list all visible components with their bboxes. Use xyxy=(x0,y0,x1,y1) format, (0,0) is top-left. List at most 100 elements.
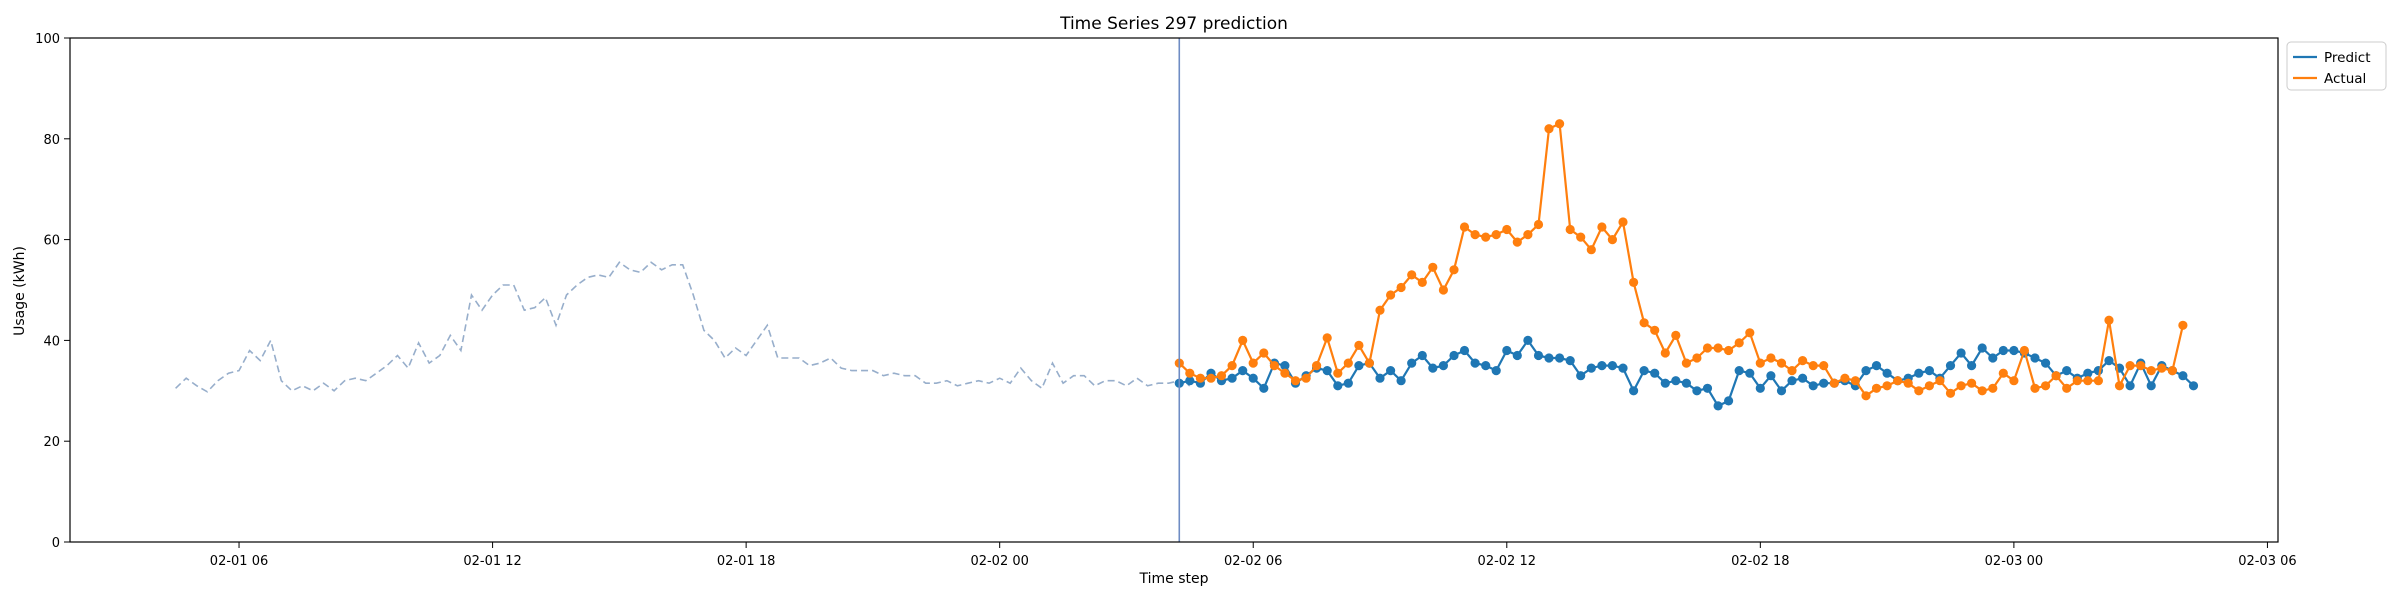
actual-point xyxy=(1861,391,1871,401)
predict-point xyxy=(1914,368,1924,378)
series-actual xyxy=(1174,119,2188,401)
actual-point xyxy=(1470,230,1480,240)
predict-point xyxy=(1861,366,1871,376)
predict-point xyxy=(1798,373,1808,383)
actual-point xyxy=(1322,333,1332,343)
predict-point xyxy=(1776,386,1787,396)
predict-point xyxy=(1945,361,1956,371)
actual-point xyxy=(1301,373,1311,383)
actual-point xyxy=(1565,224,1575,235)
actual-point xyxy=(1798,356,1808,366)
predict-point xyxy=(1808,381,1818,391)
actual-point xyxy=(1903,378,1913,388)
predict-point xyxy=(1343,378,1353,388)
actual-point xyxy=(1713,343,1723,353)
actual-point xyxy=(1977,386,1987,396)
legend: Predict Actual xyxy=(2286,41,2387,91)
actual-point xyxy=(1787,366,1797,376)
y-tick-label: 0 xyxy=(52,536,60,551)
predict-point xyxy=(1639,366,1649,376)
actual-point xyxy=(2051,371,2061,381)
predict-point xyxy=(1481,361,1491,371)
y-tick-label: 20 xyxy=(43,435,60,450)
actual-point xyxy=(1871,383,1882,393)
predict-point xyxy=(1988,353,1998,363)
history-layer xyxy=(175,261,1191,393)
actual-point xyxy=(1407,270,1417,280)
actual-point xyxy=(1692,353,1702,363)
x-tick-label: 02-02 06 xyxy=(1224,554,1282,569)
actual-point xyxy=(1438,285,1448,295)
predict-point xyxy=(2178,371,2188,381)
predict-point xyxy=(2146,381,2156,391)
actual-point xyxy=(1576,232,1586,242)
x-tick-label: 02-01 06 xyxy=(210,554,268,569)
actual-point xyxy=(1681,358,1691,368)
predict-point xyxy=(1470,358,1480,368)
predict-point xyxy=(1386,366,1396,376)
actual-point xyxy=(1269,361,1279,371)
chart-title: Time Series 297 prediction xyxy=(1059,14,1288,34)
actual-point xyxy=(2114,381,2125,391)
actual-point xyxy=(1988,383,1998,393)
actual-point xyxy=(1343,358,1353,368)
actual-point xyxy=(2062,383,2072,393)
y-tick-label: 60 xyxy=(43,234,60,249)
predict-point xyxy=(1650,368,1660,378)
actual-point xyxy=(1840,373,1850,383)
predict-point xyxy=(1449,350,1459,361)
actual-point xyxy=(1459,222,1470,232)
actual-point xyxy=(1671,330,1681,340)
actual-point xyxy=(1607,235,1617,245)
y-tick-label: 80 xyxy=(43,133,60,148)
actual-point xyxy=(2167,366,2177,376)
actual-point xyxy=(1523,230,1533,240)
actual-point xyxy=(1364,358,1374,368)
actual-point xyxy=(1449,265,1459,275)
actual-point xyxy=(1280,368,1290,378)
predict-point xyxy=(1512,350,1522,361)
predict-point xyxy=(1819,378,1829,388)
actual-point xyxy=(1650,325,1660,335)
actual-point xyxy=(1555,119,1565,129)
predict-point xyxy=(1396,376,1406,386)
predict-point xyxy=(1438,361,1448,371)
actual-point xyxy=(1417,277,1427,287)
x-tick-label: 02-01 12 xyxy=(463,554,521,569)
actual-point xyxy=(1544,124,1554,134)
actual-point xyxy=(1724,345,1734,356)
legend-label-actual: Actual xyxy=(2324,71,2366,87)
actual-point xyxy=(1354,340,1364,350)
actual-point xyxy=(1998,368,2008,378)
predict-point xyxy=(1280,361,1290,371)
actual-point xyxy=(2019,345,2029,356)
actual-point xyxy=(1924,381,1934,391)
x-axis-title: Time step xyxy=(1139,571,1209,587)
predict-point xyxy=(1322,366,1332,376)
x-tick-label: 02-02 00 xyxy=(970,554,1028,569)
actual-point xyxy=(1734,338,1744,348)
predict-point xyxy=(1713,401,1723,411)
actual-point xyxy=(1639,318,1649,328)
actual-point xyxy=(1629,277,1639,287)
predict-point xyxy=(2062,366,2072,376)
actual-point xyxy=(1195,373,1205,383)
predict-point xyxy=(1491,366,1501,376)
y-tick-label: 100 xyxy=(35,32,60,47)
actual-point xyxy=(1819,361,1829,371)
actual-point xyxy=(1893,376,1903,386)
predict-point xyxy=(1755,383,1765,393)
predict-point xyxy=(2083,368,2093,378)
actual-point xyxy=(1967,378,1977,388)
actual-point xyxy=(1259,348,1269,358)
series-layer xyxy=(1174,119,2199,411)
predict-point xyxy=(1998,345,2008,356)
actual-point xyxy=(1428,262,1438,272)
predict-point xyxy=(1375,373,1385,383)
x-tick-label: 02-02 18 xyxy=(1731,554,1789,569)
actual-point xyxy=(2157,363,2167,373)
legend-label-predict: Predict xyxy=(2324,50,2371,66)
actual-point xyxy=(2041,381,2051,391)
predict-point xyxy=(1565,356,1575,366)
predict-point xyxy=(1259,383,1269,393)
